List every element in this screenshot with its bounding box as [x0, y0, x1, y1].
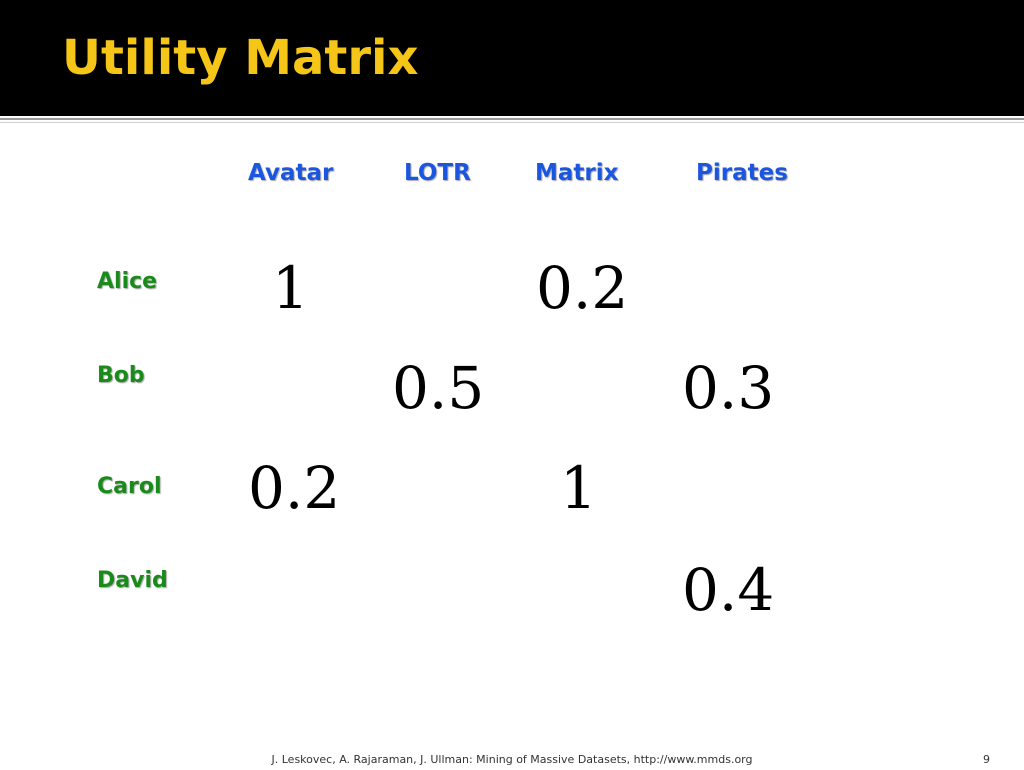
column-header-lotr: LOTR: [404, 160, 471, 186]
page-number: 9: [983, 753, 990, 766]
row-header-david: David: [97, 568, 168, 593]
slide-header: Utility Matrix: [0, 0, 1024, 116]
matrix-cell-alice-matrix: 0.2: [536, 254, 629, 322]
column-header-avatar: Avatar: [248, 160, 334, 186]
header-divider-thin: [0, 122, 1024, 123]
row-header-carol: Carol: [97, 474, 162, 499]
slide-title: Utility Matrix: [62, 30, 419, 86]
matrix-cell-carol-matrix: 1: [560, 454, 597, 522]
matrix-cell-bob-lotr: 0.5: [392, 354, 485, 422]
matrix-cell-carol-avatar: 0.2: [248, 454, 341, 522]
footer-citation: J. Leskovec, A. Rajaraman, J. Ullman: Mi…: [271, 753, 753, 766]
column-header-matrix: Matrix: [535, 160, 619, 186]
row-header-bob: Bob: [97, 363, 145, 388]
matrix-cell-bob-pirates: 0.3: [682, 354, 775, 422]
row-header-alice: Alice: [97, 269, 158, 294]
header-divider: [0, 118, 1024, 120]
column-header-pirates: Pirates: [696, 160, 788, 186]
matrix-cell-david-pirates: 0.4: [682, 556, 775, 624]
matrix-cell-alice-avatar: 1: [272, 254, 309, 322]
